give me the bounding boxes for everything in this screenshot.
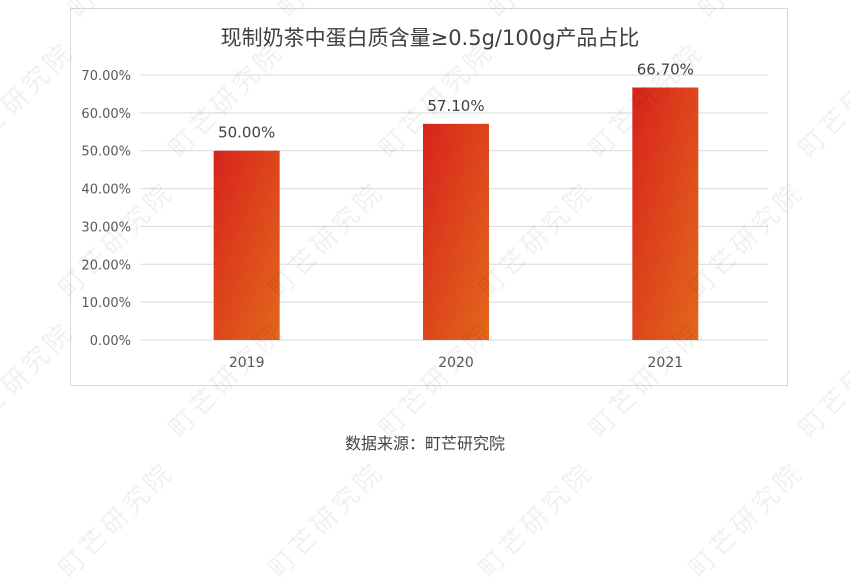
- bar-2019: [213, 150, 280, 340]
- x-tick-label: 2021: [648, 355, 684, 371]
- x-tick-label: 2019: [229, 355, 265, 371]
- y-tick-label: 60.00%: [81, 107, 131, 122]
- chart-title: 现制奶茶中蛋白质含量≥0.5g/100g产品占比: [221, 26, 640, 50]
- watermark: 町芒研究院: [263, 456, 391, 584]
- x-tick-label: 2020: [438, 355, 474, 371]
- y-tick-label: 10.00%: [81, 296, 131, 311]
- bar-2020: [423, 123, 489, 340]
- watermark: 町芒研究院: [683, 456, 811, 584]
- y-tick-label: 70.00%: [81, 69, 131, 84]
- y-tick-label: 30.00%: [81, 220, 131, 235]
- watermark: 町芒研究院: [473, 456, 601, 584]
- watermark: 町芒研究院: [53, 456, 181, 584]
- source-note: 数据来源：町芒研究院: [344, 434, 505, 453]
- data-label: 57.10%: [427, 97, 484, 115]
- chart-frame: [70, 8, 788, 386]
- bar-chart: 现制奶茶中蛋白质含量≥0.5g/100g产品占比 0.00% 10.00% 20.0…: [81, 26, 768, 371]
- y-tick-label: 40.00%: [81, 183, 131, 198]
- data-label: 66.70%: [637, 60, 694, 78]
- bar-2021: [632, 87, 699, 340]
- y-tick-label: 0.00%: [90, 334, 131, 349]
- y-tick-label: 50.00%: [81, 145, 131, 160]
- y-tick-label: 20.00%: [81, 258, 131, 273]
- data-label: 50.00%: [218, 124, 275, 142]
